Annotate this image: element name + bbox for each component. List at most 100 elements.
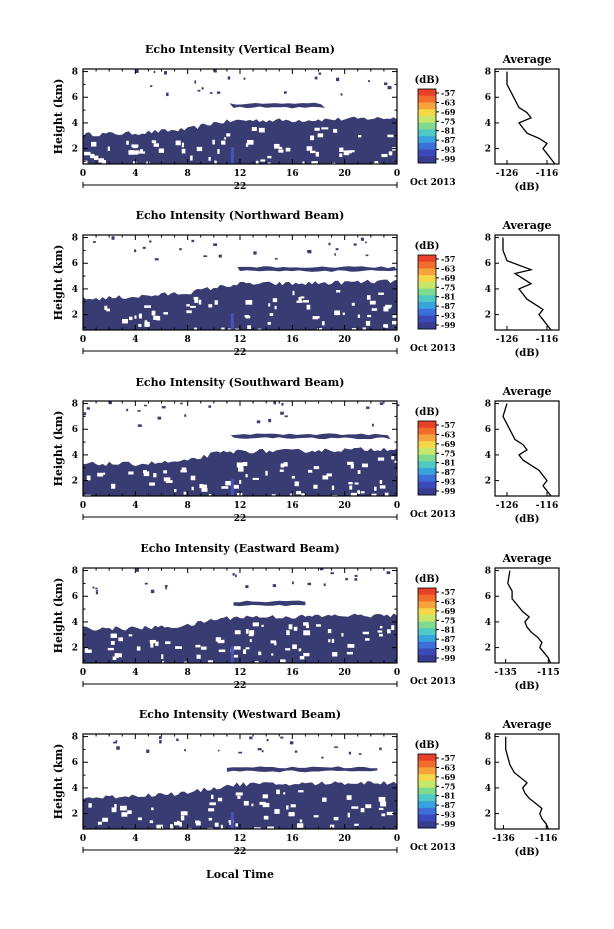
echo-gap — [268, 303, 271, 307]
colorbar-tick-label: -87 — [441, 634, 455, 644]
echo-gap — [326, 473, 333, 477]
echo-gap — [165, 480, 173, 483]
echo-speckle — [137, 424, 142, 427]
echo-speckle — [340, 93, 343, 96]
colorbar-tick-label: -93 — [441, 311, 456, 321]
echo-speckle — [281, 402, 284, 406]
colorbar-swatch — [418, 268, 436, 276]
echo-gap — [163, 477, 171, 482]
average-title: Average — [501, 718, 551, 731]
echo-speckle — [348, 751, 352, 755]
echo-gap — [292, 290, 295, 296]
colorbar-swatch — [418, 142, 436, 151]
echo-gap — [161, 660, 165, 664]
echo-gap — [280, 659, 286, 663]
colorbar-swatch — [418, 648, 436, 656]
colorbar-swatch — [418, 441, 436, 449]
echo-gap — [190, 475, 196, 481]
echo-speckle — [257, 748, 262, 751]
echo-gap — [98, 158, 104, 163]
colorbar-swatch — [418, 115, 436, 124]
avg-x-label: (dB) — [515, 681, 540, 692]
echo-gap — [242, 461, 248, 467]
panel-2: Echo Intensity (Northward Beam)0 4 8 12 16 20… — [52, 209, 560, 359]
echo-gap — [195, 644, 201, 648]
average-frame — [494, 400, 560, 497]
echo-gap — [175, 140, 181, 146]
x-tick-label: 16 — [286, 169, 299, 179]
echo-speckle — [318, 72, 322, 75]
date-label: Oct 2013 — [410, 510, 456, 520]
colorbar-swatch — [418, 315, 436, 323]
y-axis-label: Height (km) — [52, 411, 65, 487]
echo-speckle — [249, 736, 253, 740]
echo-gap — [288, 624, 293, 630]
echo-gap — [133, 150, 140, 154]
upper-band — [233, 600, 306, 607]
colorbar-swatch — [418, 156, 436, 164]
echo-gap — [170, 826, 174, 830]
x-tick-label: 4 — [132, 834, 138, 844]
average-title: Average — [501, 552, 551, 565]
echo-gap — [310, 135, 315, 141]
echo-gap — [233, 654, 238, 658]
echo-gap — [274, 143, 280, 149]
echo-gap — [316, 624, 321, 627]
colorbar-tick-label: -75 — [441, 116, 455, 126]
avg-x-tick-label: -126 — [496, 501, 519, 511]
echo-gap — [386, 811, 394, 816]
echo-gap — [379, 485, 386, 489]
echo-speckle — [266, 738, 269, 742]
echo-gap — [133, 161, 137, 166]
echo-gap — [259, 801, 266, 805]
avg-x-tick-label: -135 — [494, 668, 517, 678]
y-tick-label: 8 — [72, 567, 78, 577]
echo-speckle — [180, 402, 183, 405]
echo-speckle — [150, 589, 155, 594]
echo-gap — [292, 644, 297, 650]
colorbar-swatch — [418, 302, 436, 310]
echo-gap — [374, 486, 377, 491]
colorbar-swatch — [418, 447, 436, 456]
echo-gap — [194, 299, 199, 303]
echo-gap — [251, 803, 254, 807]
x-tick-label: 0 — [80, 501, 86, 511]
avg-x-tick-label: -116 — [535, 834, 558, 844]
echo-gap — [248, 634, 254, 637]
echo-gap — [225, 480, 232, 486]
echo-gap — [312, 316, 318, 320]
echo-speckle — [209, 92, 213, 94]
echo-gap — [140, 149, 144, 153]
echo-gap — [107, 146, 110, 151]
echo-gap — [237, 795, 241, 799]
colorbar-swatch — [418, 454, 436, 462]
echo-gap — [252, 477, 259, 480]
echo-gap — [233, 646, 241, 650]
echo-gap — [181, 148, 186, 154]
echo-speckle — [217, 749, 220, 752]
echo-gap — [179, 822, 182, 827]
y-tick-label: 2 — [72, 810, 78, 820]
echo-gap — [306, 304, 311, 310]
colorbar-swatch — [418, 594, 436, 602]
echo-gap — [234, 328, 240, 334]
colorbar-tick-label: -81 — [441, 625, 455, 635]
echo-gap — [336, 290, 341, 293]
x-tick-label: 0 — [80, 335, 86, 345]
echo-gap — [190, 305, 196, 308]
echo-gap — [321, 321, 325, 326]
echo-gap — [232, 484, 239, 489]
echo-gap — [300, 296, 305, 299]
echo-gap — [146, 161, 150, 165]
echo-gap — [212, 139, 215, 145]
avg-y-tick-label: 2 — [485, 810, 491, 820]
colorbar-swatch — [418, 295, 436, 303]
average-frame — [494, 234, 560, 331]
avg-x-label: (dB) — [515, 348, 540, 359]
panel-title: Echo Intensity (Eastward Beam) — [140, 542, 339, 555]
echo-gap — [221, 486, 229, 489]
echo-gap — [84, 494, 91, 499]
echo-gap — [333, 128, 338, 133]
colorbar-swatch — [418, 149, 436, 157]
